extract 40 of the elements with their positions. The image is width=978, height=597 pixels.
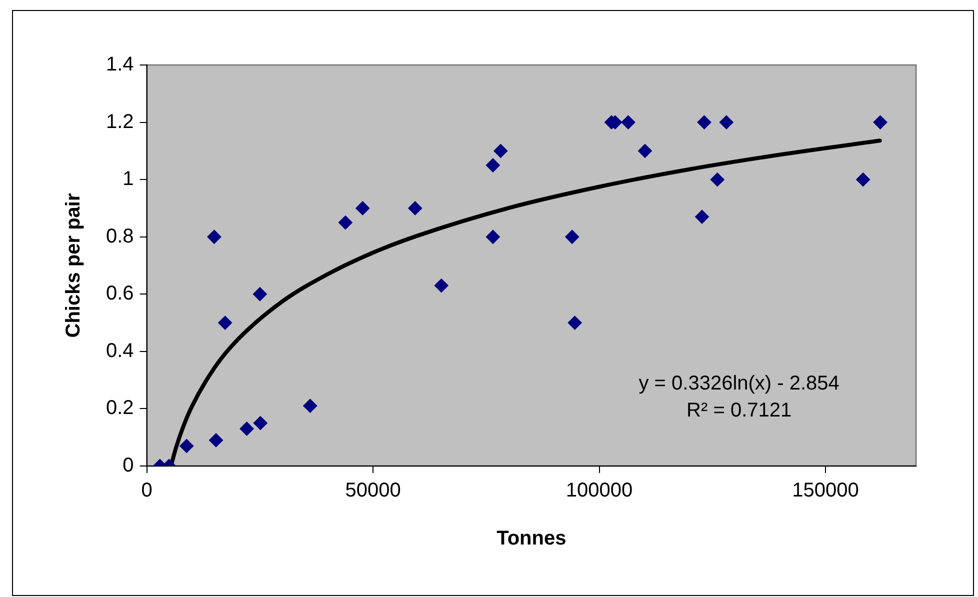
point: [873, 115, 888, 130]
point: [252, 287, 267, 302]
point: [710, 172, 724, 187]
point: [856, 172, 870, 187]
point: [303, 398, 318, 413]
point: [694, 210, 709, 224]
point: [240, 422, 254, 436]
y-tick-label: 1.2: [106, 110, 134, 133]
point: [408, 201, 422, 216]
x-tick-label: 0: [141, 480, 152, 502]
annotation: y = 0.3326ln(x) - 2.854 R² = 0.7121: [638, 372, 840, 422]
point: [486, 158, 500, 172]
y-axis-title: Chicks per pair: [62, 193, 85, 338]
point: [719, 115, 734, 130]
y-tick-label: 0: [122, 454, 134, 477]
point: [218, 316, 232, 330]
y-tick-label: 0.4: [106, 340, 134, 362]
y-tick-label: 0.8: [106, 225, 134, 248]
x-axis-title: Tonnes: [496, 528, 566, 550]
point: [356, 201, 370, 216]
point: [621, 115, 636, 130]
point: [697, 115, 712, 130]
x-tick-label: 50000: [345, 480, 401, 502]
point: [638, 144, 652, 158]
point: [568, 316, 582, 330]
point: [565, 230, 580, 244]
point: [209, 433, 224, 448]
x-tick-label: 100000: [566, 480, 633, 502]
y-tick-label: 1.4: [106, 54, 134, 76]
y-tick-label: 0.6: [106, 282, 134, 305]
point: [338, 216, 352, 230]
point: [434, 278, 448, 293]
point: [494, 144, 508, 158]
point: [253, 416, 268, 430]
point: [207, 230, 222, 244]
point: [180, 438, 194, 453]
y-tick-label: 1: [122, 168, 134, 190]
point: [486, 230, 500, 244]
x-tick-label: 150000: [792, 480, 859, 502]
y-tick-label: 0.2: [106, 397, 134, 420]
